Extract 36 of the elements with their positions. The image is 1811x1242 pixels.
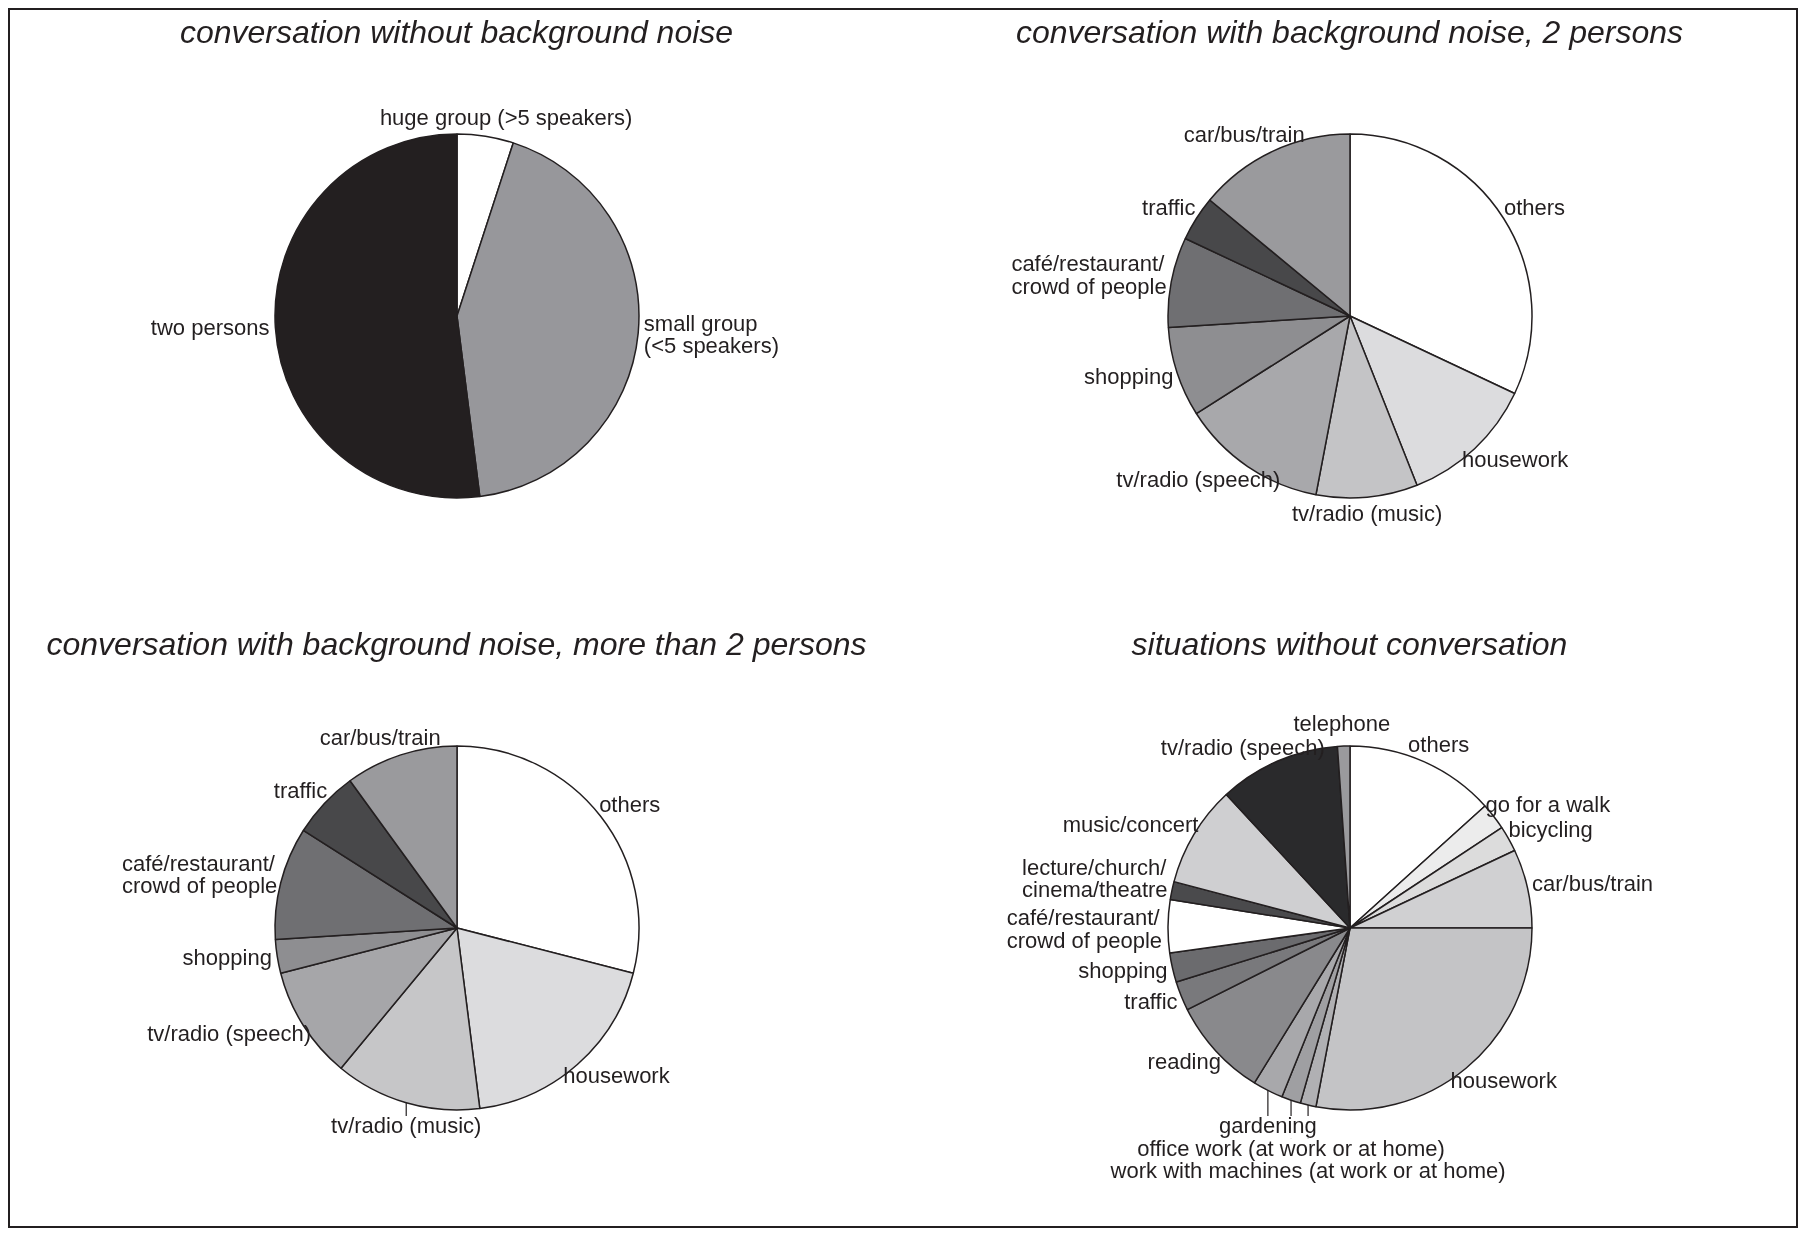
slice-label: tv/radio (speech) xyxy=(146,1020,311,1046)
slice-label: car/bus/train xyxy=(1531,870,1653,896)
chart-title: conversation with background noise, 2 persons xyxy=(1015,14,1684,50)
slice-label: others xyxy=(1503,195,1565,221)
slice-label: music/concert xyxy=(1062,811,1198,837)
slice-label: housework xyxy=(562,1063,671,1089)
chart-title: conversation with background noise, more than 2 persons xyxy=(46,626,867,662)
slice-label: shopping xyxy=(182,945,272,971)
slice-label: café/restaurant/ crowd of people xyxy=(1010,251,1167,299)
slice-label: housework xyxy=(1461,447,1569,473)
slice-label: car/bus/train xyxy=(319,724,441,750)
slice-label: café/restaurant/ crowd of people xyxy=(1006,905,1162,953)
slice-label: two persons xyxy=(150,314,269,340)
slice-label: tv/radio (music) xyxy=(330,1113,481,1139)
slice-label: lecture/church/ cinema/theatre xyxy=(1021,855,1168,903)
slice-label: others xyxy=(1407,731,1469,757)
slice-label: telephone xyxy=(1293,710,1390,736)
slice-label: shopping xyxy=(1077,957,1168,983)
slice-label: tv/radio (speech) xyxy=(1115,466,1280,492)
slice-label: bicycling xyxy=(1507,816,1593,842)
slice-label: others xyxy=(598,791,660,817)
slice-label: traffic xyxy=(1123,988,1178,1014)
slice-label: huge group (>5 speakers) xyxy=(379,105,632,131)
slice-label: gardening xyxy=(1218,1113,1317,1139)
slice-label: housework xyxy=(1450,1067,1558,1093)
slice-label: reading xyxy=(1147,1048,1221,1074)
slice-label: go for a walk xyxy=(1484,791,1611,817)
slice-label: small group (<5 speakers) xyxy=(643,310,779,359)
slice-label: traffic xyxy=(273,777,327,803)
chart-title: situations without conversation xyxy=(1131,626,1568,662)
slice-label: car/bus/train xyxy=(1183,121,1305,147)
slice-label: shopping xyxy=(1083,363,1173,389)
chart-title: conversation without background noise xyxy=(179,14,734,50)
slice-label: traffic xyxy=(1141,195,1195,221)
slice-label: tv/radio (music) xyxy=(1291,501,1442,527)
slice-label: café/restaurant/ crowd of people xyxy=(121,850,277,898)
